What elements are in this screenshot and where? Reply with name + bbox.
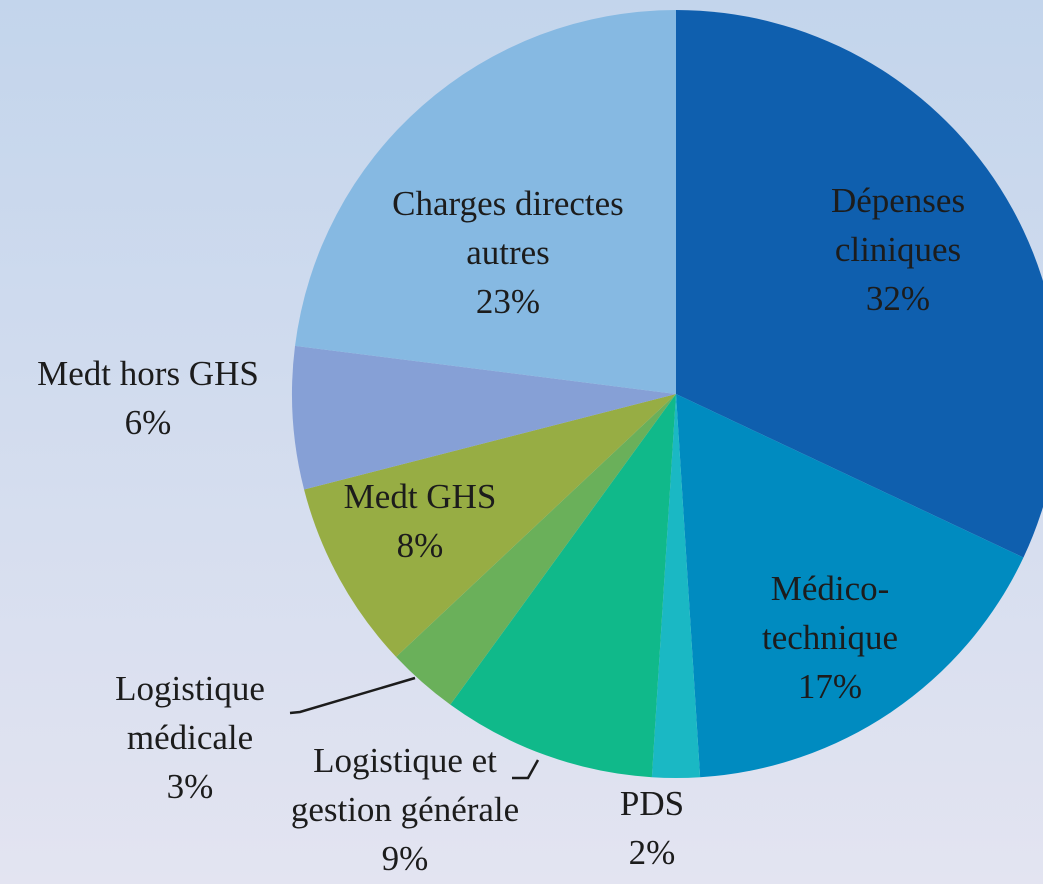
slice-label: Medt GHS bbox=[344, 477, 497, 516]
label-line: gestion générale bbox=[291, 790, 519, 829]
value-label: 17% bbox=[798, 667, 862, 706]
label-line: technique bbox=[762, 618, 898, 657]
pie-slice bbox=[292, 345, 676, 490]
label-line: Logistique et bbox=[313, 741, 497, 780]
pie-slice bbox=[396, 394, 676, 705]
value-label: 3% bbox=[167, 767, 214, 806]
label-line: Medt GHS bbox=[344, 477, 497, 516]
value-label: 6% bbox=[125, 403, 172, 442]
slice-label: Medt hors GHS bbox=[37, 354, 259, 393]
value-label: 8% bbox=[397, 526, 444, 565]
slice-label: Logistique médicale bbox=[115, 669, 265, 757]
pie-slice bbox=[676, 10, 1043, 558]
label-line: Charges directes bbox=[392, 184, 624, 223]
pie-slice bbox=[295, 10, 676, 394]
leader-line bbox=[512, 759, 540, 780]
labels: Dépenses cliniques 32% Médico-technique 17% P… bbox=[37, 181, 965, 878]
pie-slice bbox=[304, 394, 676, 657]
pie bbox=[292, 10, 1043, 778]
leader-line bbox=[289, 676, 416, 715]
label-line: cliniques bbox=[835, 230, 961, 269]
label-line: PDS bbox=[620, 784, 684, 823]
slice-label: Médico-technique bbox=[762, 569, 898, 657]
pie-slice bbox=[676, 394, 1024, 778]
value-label: 9% bbox=[382, 839, 429, 878]
pie-slice bbox=[651, 394, 701, 778]
label-line: Medt hors GHS bbox=[37, 354, 259, 393]
slice-label: Dépenses cliniques bbox=[831, 181, 965, 269]
pie-slice bbox=[450, 394, 676, 778]
value-label: 32% bbox=[866, 279, 930, 318]
label-line: autres bbox=[466, 233, 550, 272]
label-line: Médico- bbox=[771, 569, 890, 608]
slice-label: PDS bbox=[620, 784, 684, 823]
value-label: 2% bbox=[629, 833, 676, 872]
label-line: médicale bbox=[127, 718, 253, 757]
label-line: Logistique bbox=[115, 669, 265, 708]
value-label: 23% bbox=[476, 282, 540, 321]
slice-label: Logistique et gestion générale bbox=[291, 741, 519, 829]
slice-label: Charges directes autres bbox=[392, 184, 624, 272]
label-line: Dépenses bbox=[831, 181, 965, 220]
